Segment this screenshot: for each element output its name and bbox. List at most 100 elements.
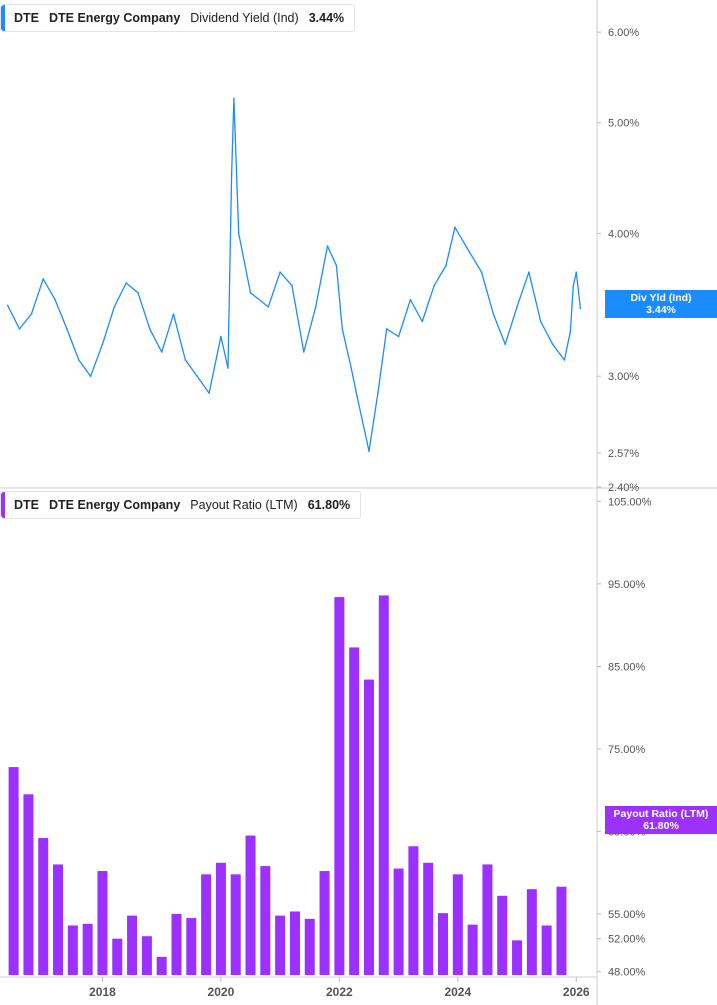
payout-bar xyxy=(38,838,49,975)
payout-bar xyxy=(97,871,108,975)
yield-point xyxy=(233,97,235,100)
yield-point xyxy=(160,351,163,353)
payout-bar xyxy=(497,895,508,975)
payout-bar xyxy=(438,913,449,975)
payout-bar xyxy=(378,595,389,975)
payout-tick-label: 55.00% xyxy=(608,909,646,921)
payout-flag-label: Payout Ratio (LTM) xyxy=(613,808,709,820)
payout-bar xyxy=(230,874,241,975)
payout-flag-value: 61.80% xyxy=(643,820,679,832)
payout-bar xyxy=(423,862,434,975)
yield-point xyxy=(18,328,21,330)
payout-bar xyxy=(556,886,567,975)
yield-point xyxy=(504,343,506,345)
payout-bar xyxy=(82,923,93,975)
yield-point xyxy=(172,313,175,315)
yield-series-line xyxy=(7,97,582,452)
payout-bar xyxy=(67,925,78,975)
yield-point xyxy=(579,307,582,310)
yield-point xyxy=(149,328,151,330)
yield-point xyxy=(279,271,281,273)
yield-point xyxy=(326,245,329,247)
yield-point xyxy=(230,174,233,176)
yield-point xyxy=(77,359,80,361)
payout-bar xyxy=(186,918,197,975)
payout-legend: DTE DTE Energy Company Payout Ratio (LTM… xyxy=(0,491,362,519)
yield-point xyxy=(516,306,518,308)
payout-bar xyxy=(467,924,478,975)
yield-point xyxy=(356,395,358,398)
yield-point xyxy=(480,271,483,273)
payout-bar xyxy=(482,864,493,975)
yield-tick-label: 2.57% xyxy=(608,448,639,460)
yield-point xyxy=(551,343,554,345)
yield-point xyxy=(385,328,388,330)
payout-bar xyxy=(112,938,123,975)
yield-point xyxy=(433,284,435,287)
yield-point xyxy=(303,351,305,353)
yield-tick-label: 4.00% xyxy=(608,228,639,240)
yield-point xyxy=(66,328,68,330)
yield-tick-label: 2.40% xyxy=(608,482,639,494)
payout-bar xyxy=(171,913,182,975)
yield-point xyxy=(89,375,92,378)
payout-legend-company: DTE Energy Company xyxy=(49,498,181,512)
payout-bar xyxy=(289,911,300,975)
yield-legend-company: DTE Energy Company xyxy=(49,11,181,25)
yield-point xyxy=(377,392,379,394)
payout-bar xyxy=(127,915,138,975)
yield-point xyxy=(563,359,566,361)
payout-bar xyxy=(304,918,315,975)
yield-point xyxy=(397,335,400,338)
yield-point xyxy=(335,264,338,267)
payout-legend-value: 61.80% xyxy=(307,498,351,512)
x-tick-label: 2024 xyxy=(444,985,471,999)
yield-point xyxy=(196,375,199,378)
payout-tick-label: 48.00% xyxy=(608,967,646,979)
payout-tick-label: 75.00% xyxy=(608,744,646,756)
yield-point xyxy=(249,291,252,294)
yield-point xyxy=(492,313,495,315)
yield-point xyxy=(291,284,293,287)
payout-bar xyxy=(23,794,34,975)
yield-point xyxy=(350,367,353,369)
yield-value-flag: Div Yld (Ind) 3.44% xyxy=(605,290,717,318)
payout-bar xyxy=(334,597,345,975)
payout-bar xyxy=(452,874,463,975)
payout-tick-label: 95.00% xyxy=(608,579,646,591)
yield-point xyxy=(220,335,222,338)
x-tick-label: 2018 xyxy=(89,985,116,999)
payout-bar xyxy=(541,925,552,975)
yield-legend-metric: Dividend Yield (Ind) xyxy=(190,11,299,25)
x-tick-label: 2026 xyxy=(563,985,590,999)
yield-point xyxy=(30,313,33,315)
yield-point xyxy=(6,304,9,307)
yield-point xyxy=(368,450,370,452)
payout-legend-ticker: DTE xyxy=(14,498,39,512)
payout-bar xyxy=(215,862,226,975)
yield-point xyxy=(528,271,530,273)
x-tick-label: 2020 xyxy=(208,985,235,999)
x-tick-label: 2022 xyxy=(326,985,353,999)
yield-tick-label: 5.00% xyxy=(608,118,639,130)
yield-point xyxy=(101,343,104,345)
payout-bar xyxy=(408,846,419,975)
yield-legend-value: 3.44% xyxy=(308,11,345,25)
yield-point xyxy=(267,306,270,308)
yield-point xyxy=(572,284,575,287)
payout-bar xyxy=(393,868,404,975)
payout-tick-label: 105.00% xyxy=(608,496,652,508)
yield-point xyxy=(421,320,424,323)
yield-tick-label: 3.00% xyxy=(608,371,639,383)
yield-point xyxy=(445,264,447,267)
yield-tick-label: 6.00% xyxy=(608,27,639,39)
yield-point xyxy=(113,306,116,308)
payout-bar xyxy=(141,936,152,975)
payout-legend-swatch xyxy=(1,492,5,518)
payout-bar xyxy=(8,767,19,975)
yield-point xyxy=(184,359,187,361)
payout-legend-metric: Payout Ratio (LTM) xyxy=(190,498,298,512)
payout-bar xyxy=(512,940,523,975)
payout-panel xyxy=(8,595,567,975)
